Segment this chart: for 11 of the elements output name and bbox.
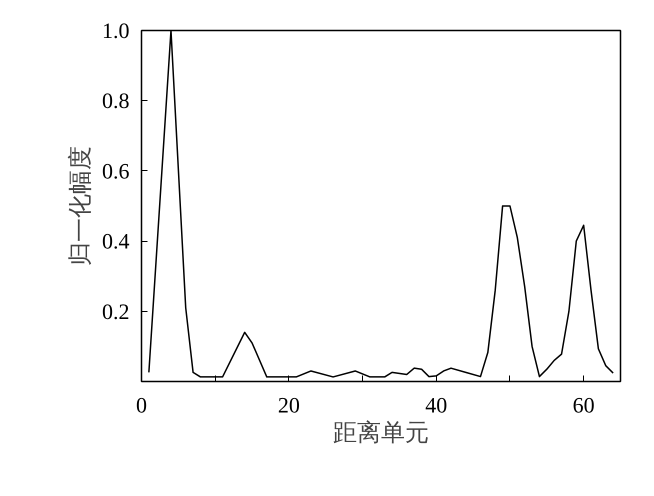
x-tick-label: 0 [136,392,147,418]
y-tick-label: 0.6 [102,158,130,184]
y-tick-label: 0.4 [102,228,130,254]
y-tick-label: 0.2 [102,298,130,324]
y-tick-label: 1.0 [102,18,130,43]
x-tick-label: 20 [278,392,300,418]
y-tick-label: 0.8 [102,88,130,114]
x-tick-label: 60 [572,392,595,418]
x-axis-title: 距离单元 [333,420,429,446]
y-axis-title: 归一化幅度 [67,146,94,266]
x-tick-label: 40 [425,392,448,418]
